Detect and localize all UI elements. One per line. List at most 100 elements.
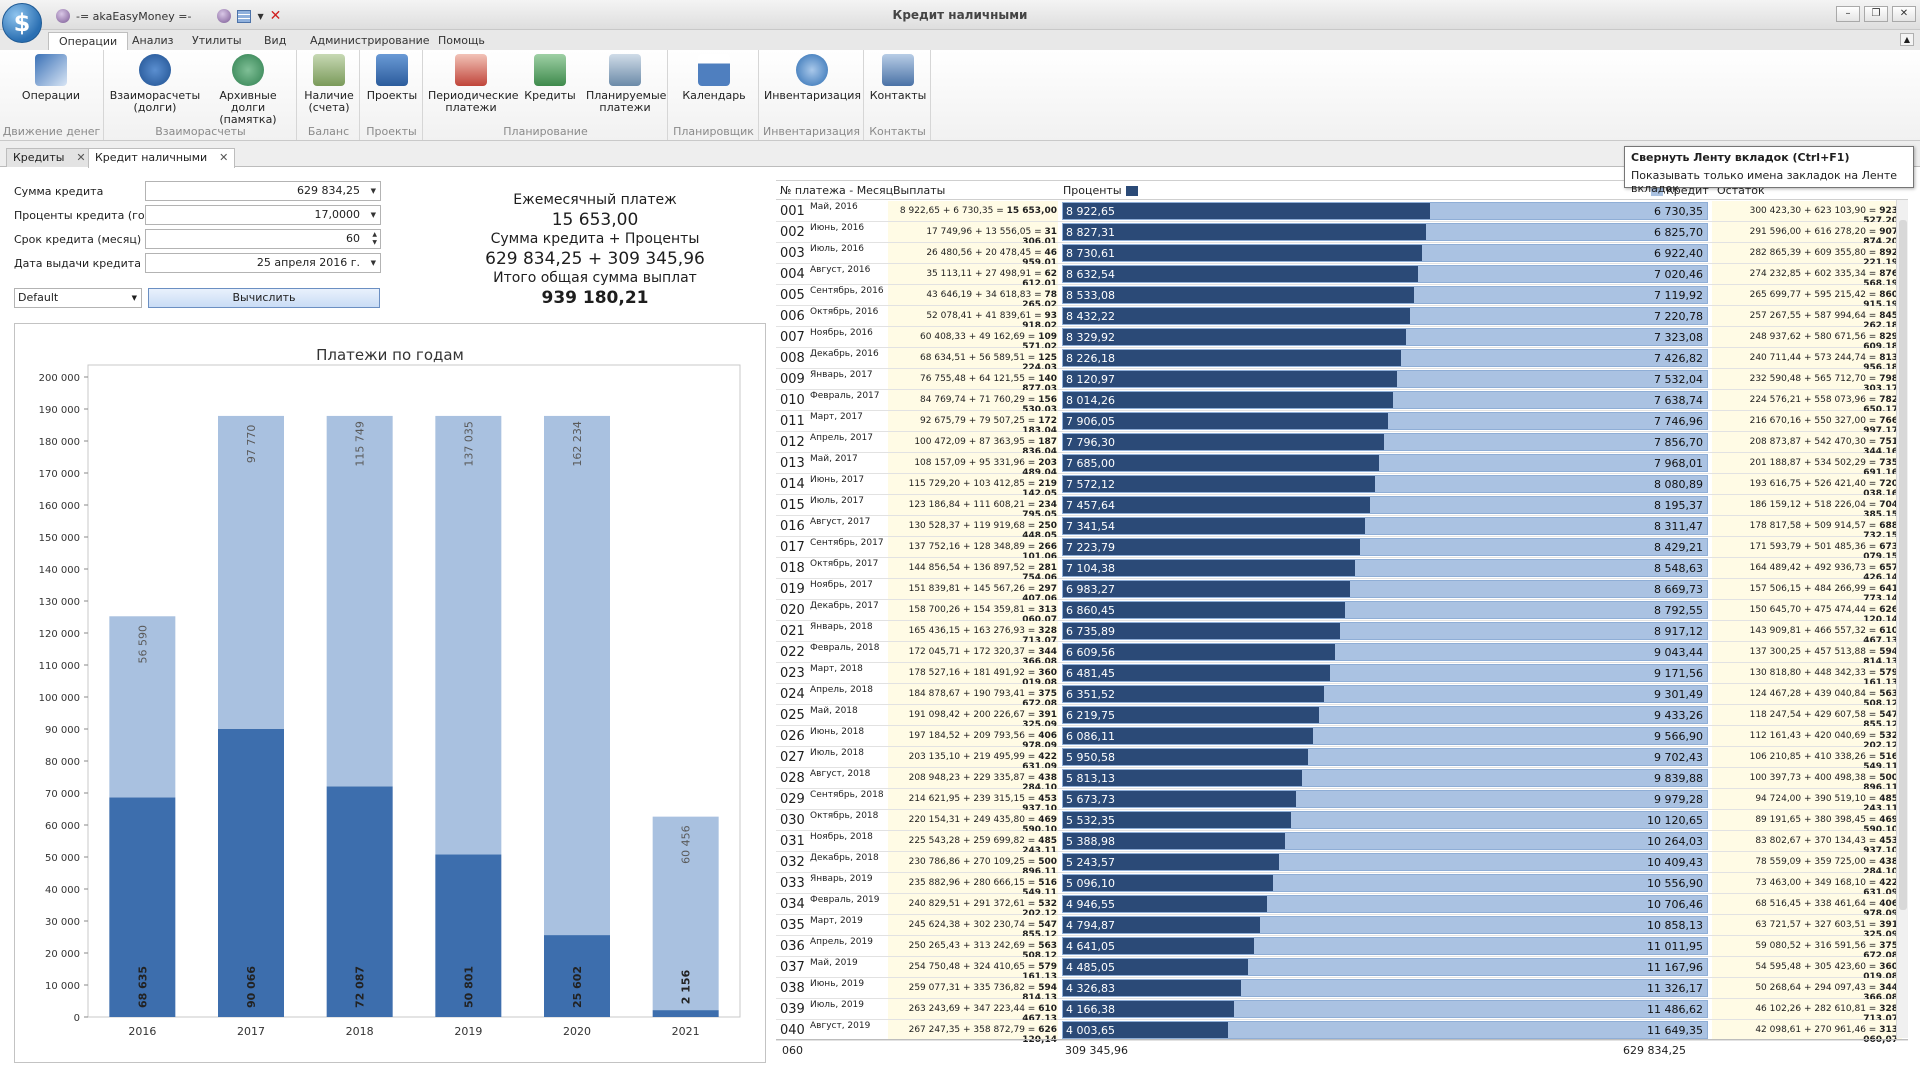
rate-field[interactable]: 17,0000 ▼ [145, 205, 381, 225]
table-row[interactable]: 017 Сентябрь, 2017 137 752,16 + 128 348,89… [776, 537, 1908, 562]
chevron-down-icon[interactable]: ▼ [131, 294, 137, 302]
table-row[interactable]: 037 Май, 2019 254 750,48 + 324 410,65 = 57… [776, 957, 1908, 982]
table-row[interactable]: 034 Февраль, 2019 240 829,51 + 291 372,61 … [776, 894, 1908, 919]
table-row[interactable]: 038 Июнь, 2019 259 077,31 + 335 736,82 = 5… [776, 978, 1908, 1003]
bar-segment-credit [544, 935, 610, 1017]
spin-arrows-icon[interactable]: ▲ ▼ [372, 231, 377, 246]
table-row[interactable]: 036 Апрель, 2019 250 265,43 + 313 242,69 =… [776, 936, 1908, 961]
table-row[interactable]: 015 Июль, 2017 123 186,84 + 111 608,21 = 2… [776, 495, 1908, 520]
table-row[interactable]: 004 Август, 2016 35 113,11 + 27 498,91 = 6… [776, 264, 1908, 289]
calculate-button[interactable]: Вычислить [148, 288, 380, 308]
table-row[interactable]: 011 Март, 2017 92 675,79 + 79 507,25 = 172… [776, 411, 1908, 436]
table-row[interactable]: 010 Февраль, 2017 84 769,74 + 71 760,29 = … [776, 390, 1908, 415]
table-row[interactable]: 019 Ноябрь, 2017 151 839,81 + 145 567,26 =… [776, 579, 1908, 604]
term-spinner[interactable]: 60 ▲ ▼ [145, 229, 381, 249]
planned-payments-button[interactable]: Планируемые платежи [586, 54, 666, 114]
doc-tab-cash-credit[interactable]: Кредит наличными ✕ [88, 148, 236, 168]
footer-percent-total: 309 345,96 [1065, 1044, 1128, 1057]
table-row[interactable]: 026 Июнь, 2018 197 184,52 + 209 793,56 = 4… [776, 726, 1908, 751]
table-row[interactable]: 040 Август, 2019 267 247,35 + 358 872,79 =… [776, 1020, 1908, 1045]
table-row[interactable]: 028 Август, 2018 208 948,23 + 229 335,87 =… [776, 768, 1908, 793]
tab-analysis[interactable]: Анализ [132, 34, 174, 47]
table-row[interactable]: 008 Декабрь, 2016 68 634,51 + 56 589,51 = … [776, 348, 1908, 373]
table-row[interactable]: 039 Июль, 2019 263 243,69 + 347 223,44 = 6… [776, 999, 1908, 1024]
inventory-button[interactable]: Инвентаризация [764, 54, 861, 102]
tab-utilities[interactable]: Утилиты [192, 34, 242, 47]
settlements-button[interactable]: Взаиморасчеты (долги) [109, 54, 201, 114]
table-row[interactable]: 012 Апрель, 2017 100 472,09 + 87 363,95 = … [776, 432, 1908, 457]
percent-value: 6 219,75 [1066, 709, 1115, 722]
cash-accounts-button[interactable]: Наличие (счета) [302, 54, 356, 114]
table-row[interactable]: 031 Ноябрь, 2018 225 543,28 + 259 699,82 =… [776, 831, 1908, 856]
payments-cell: 245 624,38 + 302 230,74 = 547 855,12 [908, 920, 1057, 940]
date-field[interactable]: 25 апреля 2016 г. ▼ [145, 253, 381, 273]
close-button[interactable]: ✕ [1892, 6, 1916, 22]
close-red-icon[interactable]: ✕ [269, 8, 282, 24]
col-header-number[interactable]: № платежа - Месяц [780, 184, 894, 197]
table-row[interactable]: 013 Май, 2017 108 157,09 + 95 331,96 = 203… [776, 453, 1908, 478]
projects-button[interactable]: Проекты [365, 54, 419, 102]
table-row[interactable]: 027 Июль, 2018 203 135,10 + 219 495,99 = 4… [776, 747, 1908, 772]
sum-field[interactable]: 629 834,25 ▼ [145, 181, 381, 201]
remaining-cell-bg [1712, 495, 1902, 515]
col-header-payments[interactable]: Выплаты [893, 184, 946, 197]
calendar-button[interactable]: Календарь [677, 54, 751, 102]
close-icon[interactable]: ✕ [76, 151, 86, 164]
restore-button[interactable]: ❐ [1864, 6, 1888, 22]
table-row[interactable]: 003 Июль, 2016 26 480,56 + 20 478,45 = 46 … [776, 243, 1908, 268]
table-row[interactable]: 024 Апрель, 2018 184 878,67 + 190 793,41 =… [776, 684, 1908, 709]
grid-icon[interactable] [237, 9, 252, 23]
table-row[interactable]: 033 Январь, 2019 235 882,96 + 280 666,15 =… [776, 873, 1908, 898]
table-row[interactable]: 021 Январь, 2018 165 436,15 + 163 276,93 =… [776, 621, 1908, 646]
chevron-down-icon[interactable]: ▼ [370, 259, 376, 267]
doc-tab-credits[interactable]: Кредиты ✕ [6, 148, 93, 167]
table-row[interactable]: 032 Декабрь, 2018 230 786,86 + 270 109,25 … [776, 852, 1908, 877]
archive-debts-button[interactable]: Архивные долги (памятка) [201, 54, 295, 126]
vertical-scrollbar[interactable] [1896, 200, 1908, 1038]
tab-operations[interactable]: Операции [48, 32, 129, 50]
contacts-button[interactable]: Контакты [869, 54, 927, 102]
chevron-down-icon[interactable]: ▼ [370, 211, 376, 219]
table-row[interactable]: 007 Ноябрь, 2016 60 408,33 + 49 162,69 = 1… [776, 327, 1908, 352]
ribbon-collapse-icon[interactable]: ▲ [1900, 33, 1914, 46]
col-header-percent[interactable]: Проценты [1063, 184, 1122, 197]
table-row[interactable]: 001 Май, 2016 8 922,65 + 6 730,35 = 15 653… [776, 201, 1908, 226]
table-row[interactable]: 009 Январь, 2017 76 755,48 + 64 121,55 = 1… [776, 369, 1908, 394]
operations-button[interactable]: Операции [18, 54, 84, 102]
table-row[interactable]: 022 Февраль, 2018 172 045,71 + 172 320,37 … [776, 642, 1908, 667]
table-row[interactable]: 035 Март, 2019 245 624,38 + 302 230,74 = 5… [776, 915, 1908, 940]
minimize-button[interactable]: – [1836, 6, 1860, 22]
chevron-down-icon[interactable]: ▼ [370, 187, 376, 195]
percent-bar-fill [1063, 833, 1285, 849]
sum-percent-value: 629 834,25 + 309 345,96 [485, 249, 705, 269]
table-row[interactable]: 029 Сентябрь, 2018 214 621,95 + 239 315,15… [776, 789, 1908, 814]
credits-button[interactable]: Кредиты [522, 54, 578, 102]
close-icon[interactable]: ✕ [219, 151, 229, 164]
db-icon[interactable] [56, 9, 70, 23]
percent-credit-bar: 4 485,05 11 167,96 [1062, 958, 1708, 976]
table-row[interactable]: 014 Июнь, 2017 115 729,20 + 103 412,85 = 2… [776, 474, 1908, 499]
scrollbar-thumb[interactable] [1899, 220, 1907, 910]
table-row[interactable]: 020 Декабрь, 2017 158 700,26 + 154 359,81 … [776, 600, 1908, 625]
tab-administration[interactable]: Администрирование [310, 34, 430, 47]
table-row[interactable]: 016 Август, 2017 130 528,37 + 119 919,68 =… [776, 516, 1908, 541]
periodic-payments-button[interactable]: Периодические платежи [428, 54, 519, 114]
table-row[interactable]: 018 Октябрь, 2017 144 856,54 + 136 897,52 … [776, 558, 1908, 583]
table-row[interactable]: 025 Май, 2018 191 098,42 + 200 226,67 = 39… [776, 705, 1908, 730]
table-row[interactable]: 006 Октябрь, 2016 52 078,41 + 41 839,61 = … [776, 306, 1908, 331]
profile-select[interactable]: Default ▼ [14, 288, 142, 308]
app-menu-orb[interactable]: $ [2, 3, 42, 43]
chevron-down-icon[interactable]: ▼ [257, 11, 264, 21]
save-icon[interactable] [217, 9, 232, 23]
table-row[interactable]: 023 Март, 2018 178 527,16 + 181 491,92 = 3… [776, 663, 1908, 688]
tab-view[interactable]: Вид [264, 34, 287, 47]
payments-cell-bg [888, 495, 1058, 515]
table-row[interactable]: 005 Сентябрь, 2016 43 646,19 + 34 618,83 =… [776, 285, 1908, 310]
remaining-cell-bg [1712, 306, 1902, 326]
tab-help[interactable]: Помощь [438, 34, 485, 47]
table-row[interactable]: 030 Октябрь, 2018 220 154,31 + 249 435,80 … [776, 810, 1908, 835]
remaining-cell-bg [1712, 999, 1902, 1019]
x-tick-label: 2020 [563, 1025, 591, 1038]
payments-cell: 172 045,71 + 172 320,37 = 344 366,08 [908, 647, 1057, 667]
table-row[interactable]: 002 Июнь, 2016 17 749,96 + 13 556,05 = 31 … [776, 222, 1908, 247]
